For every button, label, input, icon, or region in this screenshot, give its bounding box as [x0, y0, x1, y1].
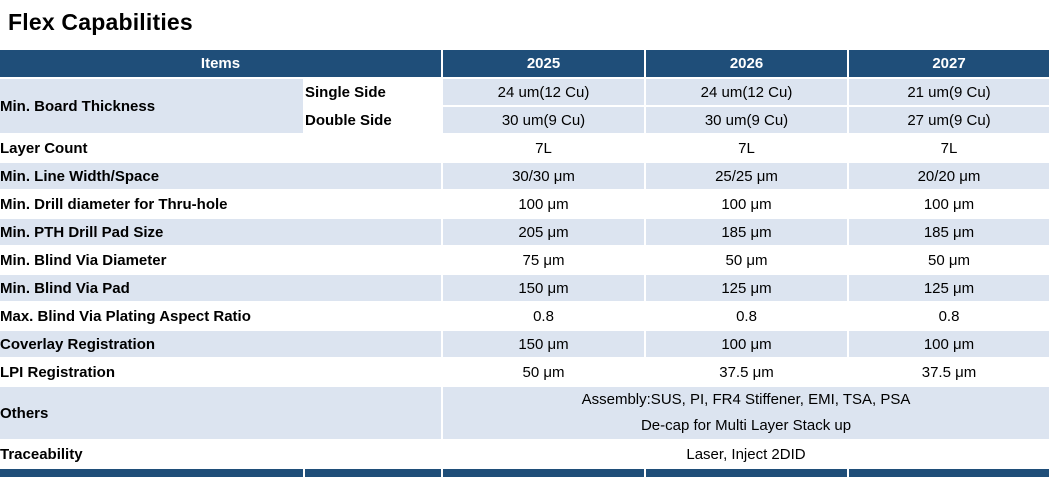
- capabilities-table: Items 2025 2026 2027 Min. Board Thicknes…: [0, 50, 1051, 479]
- sub-label-double-side: Double Side: [305, 107, 443, 135]
- cell-value: 25/25 μm: [646, 163, 849, 191]
- column-header-items: Items: [0, 50, 443, 79]
- row-label-min-drill-diameter: Min. Drill diameter for Thru-hole: [0, 191, 443, 219]
- table-row-min-blind-via-pad: Min. Blind Via Pad 150 μm 125 μm 125 μm: [0, 275, 1051, 303]
- cell-value: 30 um(9 Cu): [646, 107, 849, 135]
- cell-value: 50 μm: [646, 247, 849, 275]
- table-row-max-blind-via-aspect-ratio: Max. Blind Via Plating Aspect Ratio 0.8 …: [0, 303, 1051, 331]
- row-label-min-board-thickness: Min. Board Thickness: [0, 79, 305, 135]
- cell-value: 27 um(9 Cu): [849, 107, 1051, 135]
- cell-value: 100 μm: [646, 331, 849, 359]
- cell-value-traceability: Laser, Inject 2DID: [443, 441, 1051, 469]
- column-header-2027: 2027: [849, 50, 1051, 79]
- cell-value: 205 μm: [443, 219, 646, 247]
- table-row-min-board-thickness-single: Min. Board Thickness Single Side 24 um(1…: [0, 79, 1051, 135]
- table-row-min-drill-diameter: Min. Drill diameter for Thru-hole 100 μm…: [0, 191, 1051, 219]
- cell-value: 7L: [646, 135, 849, 163]
- cell-value: 24 um(12 Cu): [646, 79, 849, 107]
- row-label-min-blind-via-pad: Min. Blind Via Pad: [0, 275, 443, 303]
- header-row: Items 2025 2026 2027: [0, 50, 1051, 79]
- row-label-layer-count: Layer Count: [0, 135, 443, 163]
- table-row-coverlay-registration: Coverlay Registration 150 μm 100 μm 100 …: [0, 331, 1051, 359]
- others-line-2: De-cap for Multi Layer Stack up: [640, 417, 852, 434]
- cell-value: 24 um(12 Cu): [443, 79, 646, 107]
- table-row-others: Others Assembly:SUS, PI, FR4 Stiffener, …: [0, 387, 1051, 441]
- cell-value: 21 um(9 Cu): [849, 79, 1051, 107]
- cell-value: 100 μm: [443, 191, 646, 219]
- cell-value: 30 um(9 Cu): [443, 107, 646, 135]
- cell-value: 150 μm: [443, 331, 646, 359]
- bar-segment: [0, 469, 305, 479]
- bar-segment: [443, 469, 646, 479]
- cell-value: 50 μm: [849, 247, 1051, 275]
- cell-value: 100 μm: [646, 191, 849, 219]
- cell-value: 100 μm: [849, 191, 1051, 219]
- sub-label-single-side: Single Side: [305, 79, 443, 107]
- row-label-max-blind-via-aspect-ratio: Max. Blind Via Plating Aspect Ratio: [0, 303, 443, 331]
- column-header-2026: 2026: [646, 50, 849, 79]
- cell-value: 37.5 μm: [849, 359, 1051, 387]
- row-label-min-blind-via-diameter: Min. Blind Via Diameter: [0, 247, 443, 275]
- cell-value: 185 μm: [646, 219, 849, 247]
- cell-value: 100 μm: [849, 331, 1051, 359]
- row-label-min-line-width-space: Min. Line Width/Space: [0, 163, 443, 191]
- cell-value: 0.8: [849, 303, 1051, 331]
- row-label-traceability: Traceability: [0, 441, 443, 469]
- table-row-traceability: Traceability Laser, Inject 2DID: [0, 441, 1051, 469]
- cell-value-others: Assembly:SUS, PI, FR4 Stiffener, EMI, TS…: [443, 387, 1051, 441]
- cell-value: 125 μm: [646, 275, 849, 303]
- table-row-min-line-width-space: Min. Line Width/Space 30/30 μm 25/25 μm …: [0, 163, 1051, 191]
- cell-value: 7L: [849, 135, 1051, 163]
- cell-value: 0.8: [443, 303, 646, 331]
- row-label-lpi-registration: LPI Registration: [0, 359, 443, 387]
- row-label-others: Others: [0, 387, 443, 441]
- row-label-min-pth-drill-pad: Min. PTH Drill Pad Size: [0, 219, 443, 247]
- others-line-1: Assembly:SUS, PI, FR4 Stiffener, EMI, TS…: [581, 391, 911, 408]
- bar-segment: [305, 469, 443, 479]
- table-row-min-pth-drill-pad: Min. PTH Drill Pad Size 205 μm 185 μm 18…: [0, 219, 1051, 247]
- bar-segment: [849, 469, 1051, 479]
- next-section-header-sliver: [0, 469, 1051, 479]
- column-header-2025: 2025: [443, 50, 646, 79]
- cell-value: 50 μm: [443, 359, 646, 387]
- table-row-lpi-registration: LPI Registration 50 μm 37.5 μm 37.5 μm: [0, 359, 1051, 387]
- cell-value: 30/30 μm: [443, 163, 646, 191]
- cell-value: 150 μm: [443, 275, 646, 303]
- cell-value: 0.8: [646, 303, 849, 331]
- table-row-min-board-thickness-double: Double Side 30 um(9 Cu) 30 um(9 Cu) 27 u…: [0, 107, 1051, 135]
- cell-value: 37.5 μm: [646, 359, 849, 387]
- bar-segment: [646, 469, 849, 479]
- table-row-min-blind-via-diameter: Min. Blind Via Diameter 75 μm 50 μm 50 μ…: [0, 247, 1051, 275]
- cell-value: 125 μm: [849, 275, 1051, 303]
- page-title: Flex Capabilities: [8, 9, 193, 35]
- cell-value: 7L: [443, 135, 646, 163]
- cell-value: 185 μm: [849, 219, 1051, 247]
- cell-value: 20/20 μm: [849, 163, 1051, 191]
- table-row-layer-count: Layer Count 7L 7L 7L: [0, 135, 1051, 163]
- row-label-coverlay-registration: Coverlay Registration: [0, 331, 443, 359]
- cell-value: 75 μm: [443, 247, 646, 275]
